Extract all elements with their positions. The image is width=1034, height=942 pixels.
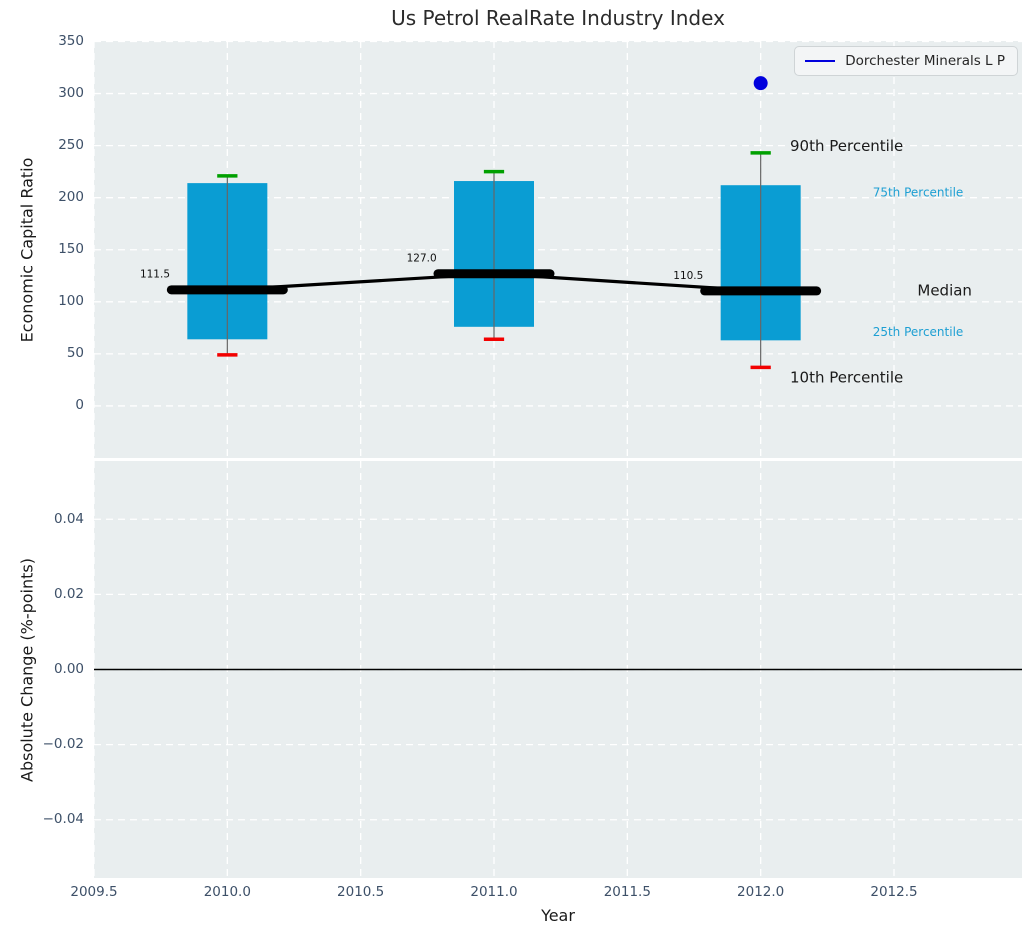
annotation-label: 90th Percentile: [790, 137, 903, 155]
x-tick-label: 2010.0: [203, 884, 251, 900]
bottom-panel-canvas: [93, 461, 1022, 878]
chart-title: Us Petrol RealRate Industry Index: [391, 6, 725, 30]
top-panel-canvas: 111.5 127.0 110.5 90th Percentile 75th Perce…: [93, 40, 1022, 458]
top-y-tick-label: 200: [58, 189, 84, 206]
annotation-label: 25th Percentile: [873, 325, 964, 339]
x-tick-label: 2012.0: [737, 884, 785, 900]
bottom-y-tick-label: −0.02: [42, 736, 84, 753]
top-y-tick-label: 150: [58, 241, 84, 258]
top-y-tick-label: 350: [58, 33, 84, 50]
bottom-y-tick-label: 0.00: [53, 661, 84, 677]
annotation-label: Median: [917, 282, 972, 300]
legend: Dorchester Minerals L P: [794, 46, 1018, 76]
legend-label: Dorchester Minerals L P: [845, 53, 1005, 69]
median-value-label-2012: 110.5: [673, 270, 703, 282]
top-panel: 111.5 127.0 110.5 90th Percentile 75th Perce…: [93, 40, 1022, 458]
bottom-panel: [93, 461, 1022, 878]
top-y-tick-label: 250: [58, 137, 84, 154]
median-value-label-2010: 111.5: [140, 269, 170, 281]
annotation-label: 10th Percentile: [790, 369, 903, 387]
top-y-tick-label: 100: [58, 293, 84, 310]
top-y-tick-label: 0: [75, 397, 84, 414]
x-tick-label: 2011.0: [470, 884, 518, 900]
bottom-y-tick-label: −0.04: [42, 811, 84, 828]
median-value-label-2011: 127.0: [407, 253, 437, 265]
top-y-tick-label: 300: [58, 85, 84, 102]
legend-line-icon: [805, 60, 836, 62]
x-tick-label: 2012.5: [870, 884, 918, 900]
company-point: [753, 76, 768, 91]
x-tick-label: 2010.5: [337, 884, 385, 900]
x-tick-label: 2009.5: [70, 884, 118, 900]
bottom-y-tick-label: 0.02: [53, 585, 84, 602]
annotation-label: 75th Percentile: [873, 186, 964, 200]
x-axis-label: Year: [541, 906, 575, 925]
bottom-y-tick-label: 0.04: [53, 510, 84, 527]
top-y-tick-label: 50: [66, 345, 84, 362]
x-tick-label: 2011.5: [603, 884, 651, 900]
